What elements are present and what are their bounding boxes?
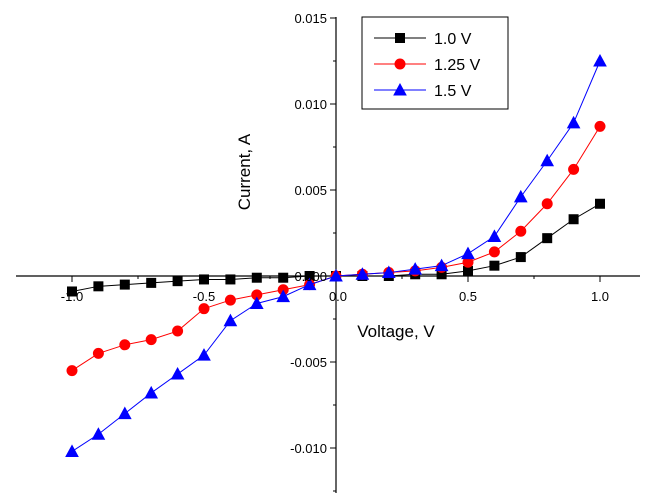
data-point-triangle — [144, 385, 159, 399]
data-point-triangle — [276, 289, 291, 303]
plot-area — [65, 53, 607, 457]
data-point-triangle — [197, 348, 211, 361]
data-point-circle — [92, 347, 104, 359]
data-point-square — [568, 214, 579, 225]
data-point-triangle — [487, 229, 502, 242]
y-tick-label: 0.010 — [294, 97, 327, 112]
data-point-square — [67, 286, 77, 297]
data-point-circle — [145, 334, 157, 346]
data-point-triangle — [593, 53, 607, 67]
legend-label: 1.5 V — [434, 83, 472, 100]
data-point-triangle — [302, 277, 317, 291]
data-point-triangle — [65, 444, 79, 457]
data-point-triangle — [170, 366, 185, 380]
x-tick-label: -0.5 — [193, 289, 215, 304]
data-point-triangle — [329, 268, 343, 282]
data-point-square — [278, 272, 289, 283]
legend-entry: 1.5 V — [374, 82, 472, 100]
data-point-triangle — [513, 189, 528, 203]
axes — [16, 17, 640, 493]
data-point-triangle — [223, 313, 238, 327]
legend-marker — [393, 82, 407, 96]
data-point-triangle — [461, 246, 475, 260]
data-point-square — [251, 272, 262, 283]
data-point-circle — [66, 365, 78, 377]
y-tick-label: -0.010 — [290, 441, 327, 456]
series-3 — [65, 53, 607, 457]
data-point-triangle — [434, 258, 449, 272]
x-axis-title: Voltage, V — [357, 322, 435, 341]
legend-label: 1.25 V — [434, 57, 481, 74]
data-point-triangle — [117, 406, 132, 420]
legend-box — [361, 16, 509, 110]
data-point-circle — [568, 163, 580, 175]
data-point-square — [515, 252, 526, 263]
x-tick-label: 0.5 — [459, 289, 477, 304]
data-point-square — [146, 277, 157, 288]
data-point-circle — [594, 120, 606, 132]
x-tick-label: 1.0 — [591, 289, 609, 304]
data-point-circle — [119, 339, 131, 351]
data-point-circle — [198, 303, 210, 315]
data-point-circle — [224, 294, 236, 306]
tick-labels: -1.0 -0.5 0.0 0.5 1.0 -0.010 -0.005 0.000 0.005 0… — [61, 11, 609, 456]
data-point-circle — [488, 246, 500, 258]
data-point-square — [172, 276, 183, 287]
y-tick-label: 0.000 — [294, 269, 327, 284]
x-tick-label: 0.0 — [329, 289, 347, 304]
data-point-triangle — [381, 265, 396, 279]
data-point-square — [93, 281, 104, 292]
y-tick-label: 0.015 — [294, 11, 327, 26]
data-point-triangle — [408, 262, 423, 275]
data-point-square — [225, 274, 236, 285]
legend-marker — [394, 58, 406, 70]
data-point-triangle — [540, 153, 555, 167]
legend: 1.0 V 1.25 V 1.5 V — [361, 16, 509, 110]
legend-marker — [395, 33, 405, 43]
data-point-circle — [541, 198, 553, 210]
y-tick-label: 0.005 — [294, 183, 327, 198]
data-point-triangle — [566, 115, 581, 129]
y-axis-title: Current, A — [235, 133, 254, 210]
data-point-triangle — [355, 267, 370, 280]
data-point-triangle — [249, 296, 264, 310]
data-point-circle — [172, 325, 184, 337]
x-tick-label: -1.0 — [61, 289, 83, 304]
y-tick-label: -0.005 — [290, 355, 327, 370]
data-point-square — [199, 274, 209, 285]
data-point-circle — [515, 225, 527, 237]
legend-entry: 1.25 V — [374, 57, 481, 74]
legend-label: 1.0 V — [434, 31, 472, 48]
data-point-square — [595, 198, 605, 209]
data-point-square — [542, 233, 553, 244]
data-point-triangle — [91, 427, 106, 440]
data-point-square — [119, 279, 130, 290]
legend-entry: 1.0 V — [374, 31, 472, 48]
data-point-square — [489, 260, 500, 271]
